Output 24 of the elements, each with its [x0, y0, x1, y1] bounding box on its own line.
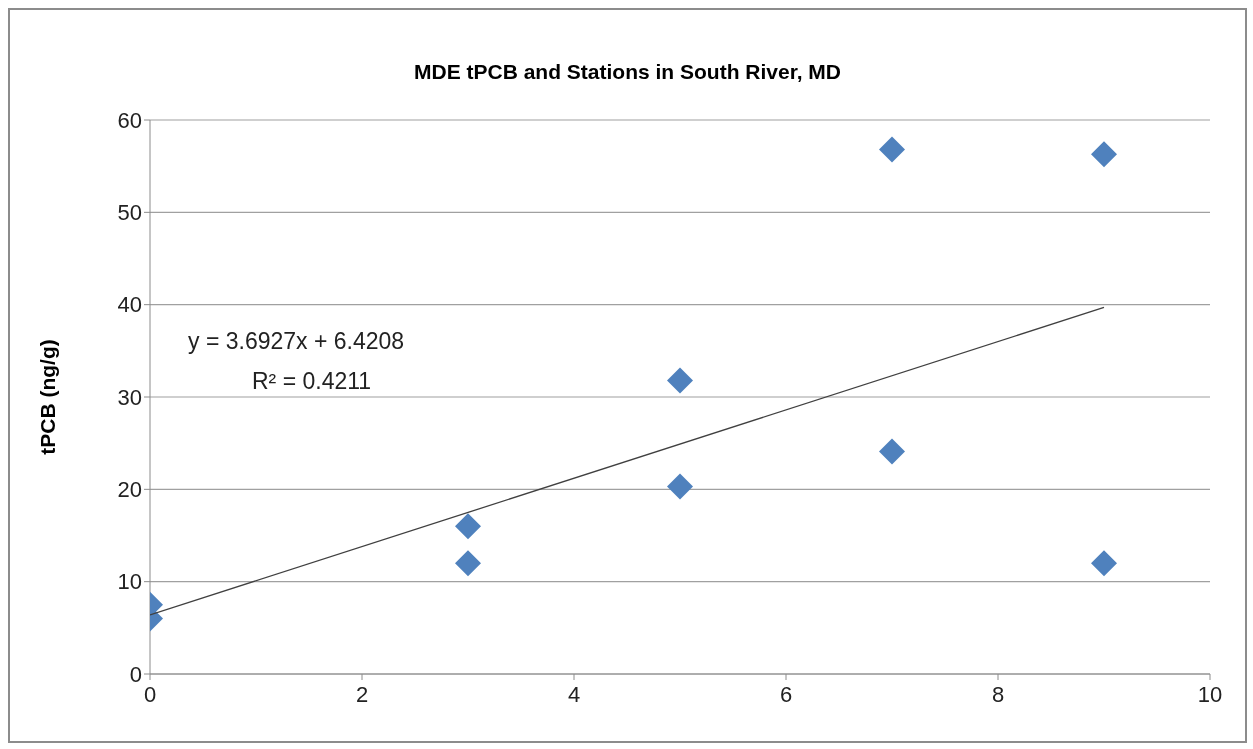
- point: [1091, 550, 1117, 577]
- y-axis-title: tPCB (ng/g): [36, 339, 60, 455]
- x-tick-label: 2: [355, 681, 369, 707]
- point: [879, 438, 905, 465]
- point: [1091, 141, 1117, 168]
- point: [667, 473, 693, 500]
- x-tick-label: 10: [1197, 681, 1223, 707]
- point: [455, 513, 481, 540]
- y-tick-label: 30: [117, 384, 142, 410]
- point: [455, 550, 481, 577]
- point: [667, 367, 693, 394]
- y-tick-label: 0: [129, 661, 142, 687]
- annotation: R² = 0.4211: [252, 368, 372, 395]
- chart-title: MDE tPCB and Stations in South River, MD: [413, 60, 842, 84]
- x-tick-label: 6: [779, 681, 793, 707]
- x-tick-label: 8: [991, 681, 1005, 707]
- y-tick-label: 60: [117, 107, 142, 133]
- x-tick-label: 4: [567, 681, 581, 707]
- y-tick-label: 50: [117, 200, 142, 226]
- annotation: y = 3.6927x + 6.4208: [188, 328, 405, 355]
- y-tick-label: 10: [117, 569, 142, 595]
- y-tick-label: 20: [117, 477, 142, 503]
- y-tick-label: 40: [117, 292, 142, 318]
- point: [879, 136, 905, 163]
